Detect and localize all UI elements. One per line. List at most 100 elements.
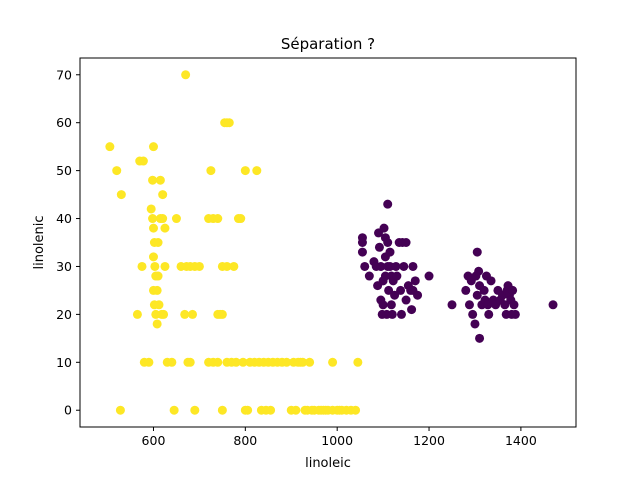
data-point [153,238,163,247]
data-point [413,290,423,300]
data-point [486,276,496,286]
y-axis-ticks: 0 10 20 30 40 50 60 70 [56,67,80,418]
data-point [305,357,315,367]
data-point [137,261,147,271]
data-point [399,261,409,271]
data-point [171,214,181,224]
data-point [138,156,148,166]
data-point [328,357,338,367]
data-point [144,357,154,367]
data-point [188,309,198,319]
data-point [152,319,162,329]
points-layer [105,70,558,415]
data-point [180,309,190,319]
data-point [383,238,393,247]
data-point [401,238,411,247]
data-point [148,142,158,152]
data-point [475,333,485,343]
data-point [500,300,510,310]
data-point [185,357,195,367]
data-point [217,405,227,415]
y-tick-label: 10 [56,355,72,370]
data-point [396,285,406,295]
data-point [472,247,482,257]
data-point [148,214,158,224]
data-point [472,290,482,300]
y-tick-label: 70 [56,67,72,82]
data-point [386,300,396,310]
data-point [160,223,170,233]
data-point [116,190,126,200]
data-point [152,285,162,295]
data-point [105,142,115,152]
y-tick-label: 50 [56,163,72,178]
data-point [160,261,170,271]
data-point [229,261,239,271]
data-point [461,285,471,295]
x-tick-label: 800 [233,433,257,448]
data-point [252,166,262,176]
data-point [378,300,388,310]
x-tick-label: 1200 [413,433,445,448]
data-point [510,309,520,319]
data-point [379,223,389,233]
data-point [236,214,246,224]
data-point [464,300,474,310]
data-point [231,357,241,367]
data-point [150,261,160,271]
data-point [169,405,179,415]
data-point [383,199,393,209]
data-point [238,357,248,367]
data-point [374,242,384,252]
data-point [181,70,191,80]
chart-title: Séparation ? [281,35,375,53]
data-point [155,175,165,185]
data-point [112,166,122,176]
data-point [353,357,363,367]
data-point [360,261,370,271]
data-point [407,305,417,315]
x-tick-label: 1000 [321,433,353,448]
data-point [390,290,400,300]
y-tick-label: 20 [56,307,72,322]
data-point [408,261,418,271]
data-point [224,118,234,128]
x-axis-label: linoleic [305,456,351,471]
data-point [548,300,558,310]
data-point [424,271,434,281]
y-tick-label: 40 [56,211,72,226]
data-point [479,285,489,295]
data-point [240,166,250,176]
data-point [351,405,361,415]
x-tick-label: 1400 [505,433,537,448]
data-point [167,357,177,367]
data-point [115,405,125,415]
data-point [206,166,216,176]
data-point [447,300,457,310]
data-point [401,295,411,305]
data-point [387,309,397,319]
data-point [410,276,420,286]
data-point [194,261,204,271]
data-point [222,261,232,271]
data-point [158,190,168,200]
data-point [385,247,395,257]
data-point [474,266,484,276]
data-point [159,309,169,319]
data-point [217,309,227,319]
data-point [392,271,402,281]
data-point [190,405,200,415]
data-point [213,214,223,224]
data-point [364,271,374,281]
y-tick-label: 0 [64,403,72,418]
data-point [153,271,163,281]
data-point [266,405,276,415]
data-point [148,223,158,233]
y-tick-label: 60 [56,115,72,130]
data-point [391,261,401,271]
data-point [357,247,367,257]
x-axis-ticks: 600 800 1000 1200 1400 [142,427,537,448]
data-point [357,238,367,247]
